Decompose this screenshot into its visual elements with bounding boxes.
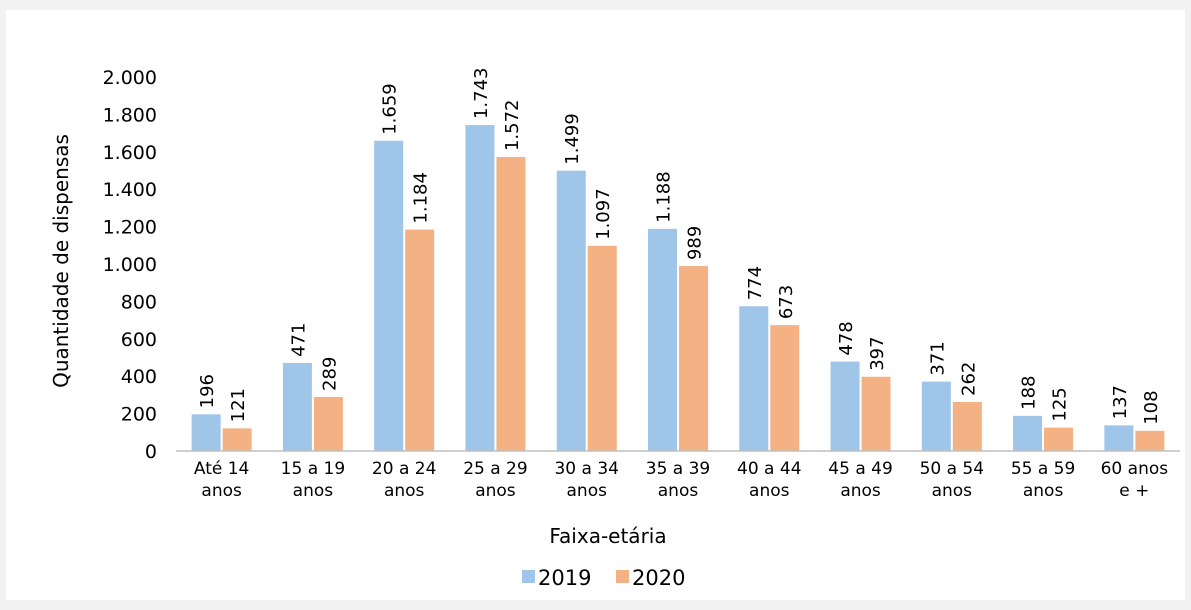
y-axis-label: Quantidade de dispensas [49,134,73,388]
bar-2019 [1013,415,1043,451]
bar-2019 [282,362,312,451]
y-axis-ticks: 0 200 400 600 800 1.000 1.200 1.400 1.600 1.800 2.… [103,67,157,463]
bar-2020 [496,157,526,451]
bar-2020 [679,266,708,451]
x-tick-label: 50 a 54 anos [920,459,985,501]
data-label-2019: 137 [1110,385,1131,419]
legend: 2019 2020 [522,566,685,590]
data-label-2019: 1.499 [562,113,583,165]
x-tick-label: 55 a 59 anos [1011,459,1076,501]
legend-swatch-2020 [616,570,629,583]
data-label-2020: 289 [319,357,340,391]
x-axis-ticks: Até 14 anos 15 a 19 anos 20 a 24 anos 25 a 29 a… [194,459,1168,501]
y-tick-label: 600 [121,329,157,351]
y-tick-label: 1.200 [103,217,157,239]
legend-label-2019: 2019 [538,566,591,590]
data-label-2019: 774 [745,266,766,300]
x-tick-label: 25 a 29 anos [463,459,528,501]
x-tick-label: 45 a 49 anos [828,459,893,501]
data-label-2020: 125 [1050,387,1071,421]
data-label-2019: 188 [1019,375,1040,409]
y-tick-label: 800 [121,291,157,313]
bar-2020 [1044,427,1074,451]
y-tick-label: 400 [121,366,157,388]
bars [191,125,1165,452]
x-tick-label: 35 a 39 anos [646,459,711,501]
y-tick-label: 2.000 [103,67,157,89]
legend-label-2020: 2020 [632,566,685,590]
x-tick-label: 20 a 24 anos [372,459,437,501]
x-tick-label: 40 a 44 anos [737,459,802,501]
x-tick-label: 30 a 34 anos [554,459,619,501]
bar-2019 [556,170,586,451]
data-label-2019: 1.743 [471,68,492,120]
data-label-2019: 371 [927,341,948,375]
bar-2019 [374,140,404,451]
data-label-2020: 989 [685,226,706,260]
bar-2019 [648,228,677,451]
data-label-2019: 478 [836,321,857,355]
bar-2019 [830,361,860,451]
x-tick-label: Até 14 anos [194,459,250,501]
y-tick-label: 200 [121,404,157,426]
bar-2020 [405,229,435,451]
data-label-2020: 108 [1141,390,1162,424]
y-tick-label: 1.000 [103,254,157,276]
bar-2019 [1104,425,1134,451]
bar-2020 [952,402,982,451]
data-label-2020: 673 [776,285,797,319]
bar-2020 [861,376,891,451]
bar-2019 [739,306,769,451]
data-label-2020: 1.097 [593,188,614,240]
data-label-2020: 262 [958,362,979,396]
data-label-2019: 1.188 [654,171,675,223]
x-axis-label: Faixa-etária [549,524,666,548]
bar-2020 [770,325,800,451]
data-labels: 196 121 471 289 1.659 1.184 1.743 1.572 1.499 1.0… [197,68,1162,425]
x-tick-label: 15 a 19 anos [281,459,346,501]
y-tick-label: 1.800 [103,104,157,126]
x-tick-label: 60 anos e + [1101,459,1169,501]
bar-2020 [587,245,617,451]
bar-2019 [921,381,951,451]
data-label-2019: 471 [288,323,309,357]
data-label-2020: 121 [228,388,249,422]
data-label-2020: 397 [867,336,888,370]
legend-swatch-2019 [522,570,535,583]
y-tick-label: 1.400 [103,179,157,201]
data-label-2019: 1.659 [380,83,401,135]
data-label-2020: 1.184 [411,172,432,224]
y-tick-label: 0 [145,441,157,463]
bar-2020 [222,428,252,451]
bar-2020 [313,396,343,451]
bar-2019 [191,414,221,451]
y-tick-label: 1.600 [103,142,157,164]
bar-2019 [465,125,495,452]
data-label-2019: 196 [197,374,218,408]
data-label-2020: 1.572 [502,100,523,152]
bar-2020 [1135,430,1165,451]
